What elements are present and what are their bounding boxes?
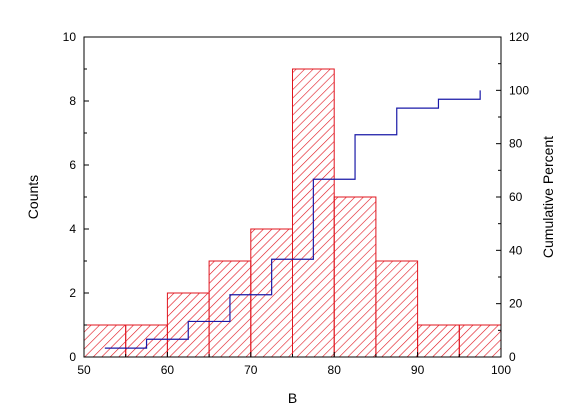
- y2-tick-label-0: 0: [509, 350, 516, 364]
- y-tick-label-4: 4: [69, 222, 76, 236]
- y-tick-label-2: 2: [69, 286, 76, 300]
- cumulative-percent-line: [104, 90, 481, 349]
- y2-tick-label-20: 20: [509, 297, 523, 311]
- y-tick-label-6: 6: [69, 158, 76, 172]
- y2-tick-label-40: 40: [509, 243, 523, 257]
- y-tick-label-0: 0: [69, 350, 76, 364]
- x-tick-label-60: 60: [161, 363, 175, 377]
- x-tick-label-100: 100: [491, 363, 511, 377]
- bars-layer: [83, 68, 502, 358]
- histogram-bar-9: [458, 324, 502, 358]
- x-tick-label-70: 70: [244, 363, 258, 377]
- y2-tick-label-100: 100: [509, 83, 529, 97]
- histogram-bar-8: [417, 324, 460, 358]
- x-axis-title: B: [288, 390, 297, 406]
- histogram-bar-6: [333, 196, 377, 358]
- x-tick-label-80: 80: [328, 363, 342, 377]
- y-tick-label-8: 8: [69, 94, 76, 108]
- histogram-bar-7: [375, 260, 419, 358]
- cumulative-line-layer: [104, 90, 481, 349]
- x-tick-label-50: 50: [77, 363, 91, 377]
- y2-axis-title: Cumulative Percent: [540, 136, 556, 258]
- y2-tick-label-120: 120: [509, 30, 529, 44]
- histogram-bar-0: [83, 324, 127, 358]
- y-tick-label-10: 10: [63, 30, 77, 44]
- y2-tick-label-80: 80: [509, 137, 523, 151]
- y-axis-title: Counts: [25, 175, 41, 219]
- x-tick-label-90: 90: [411, 363, 425, 377]
- y2-tick-label-60: 60: [509, 190, 523, 204]
